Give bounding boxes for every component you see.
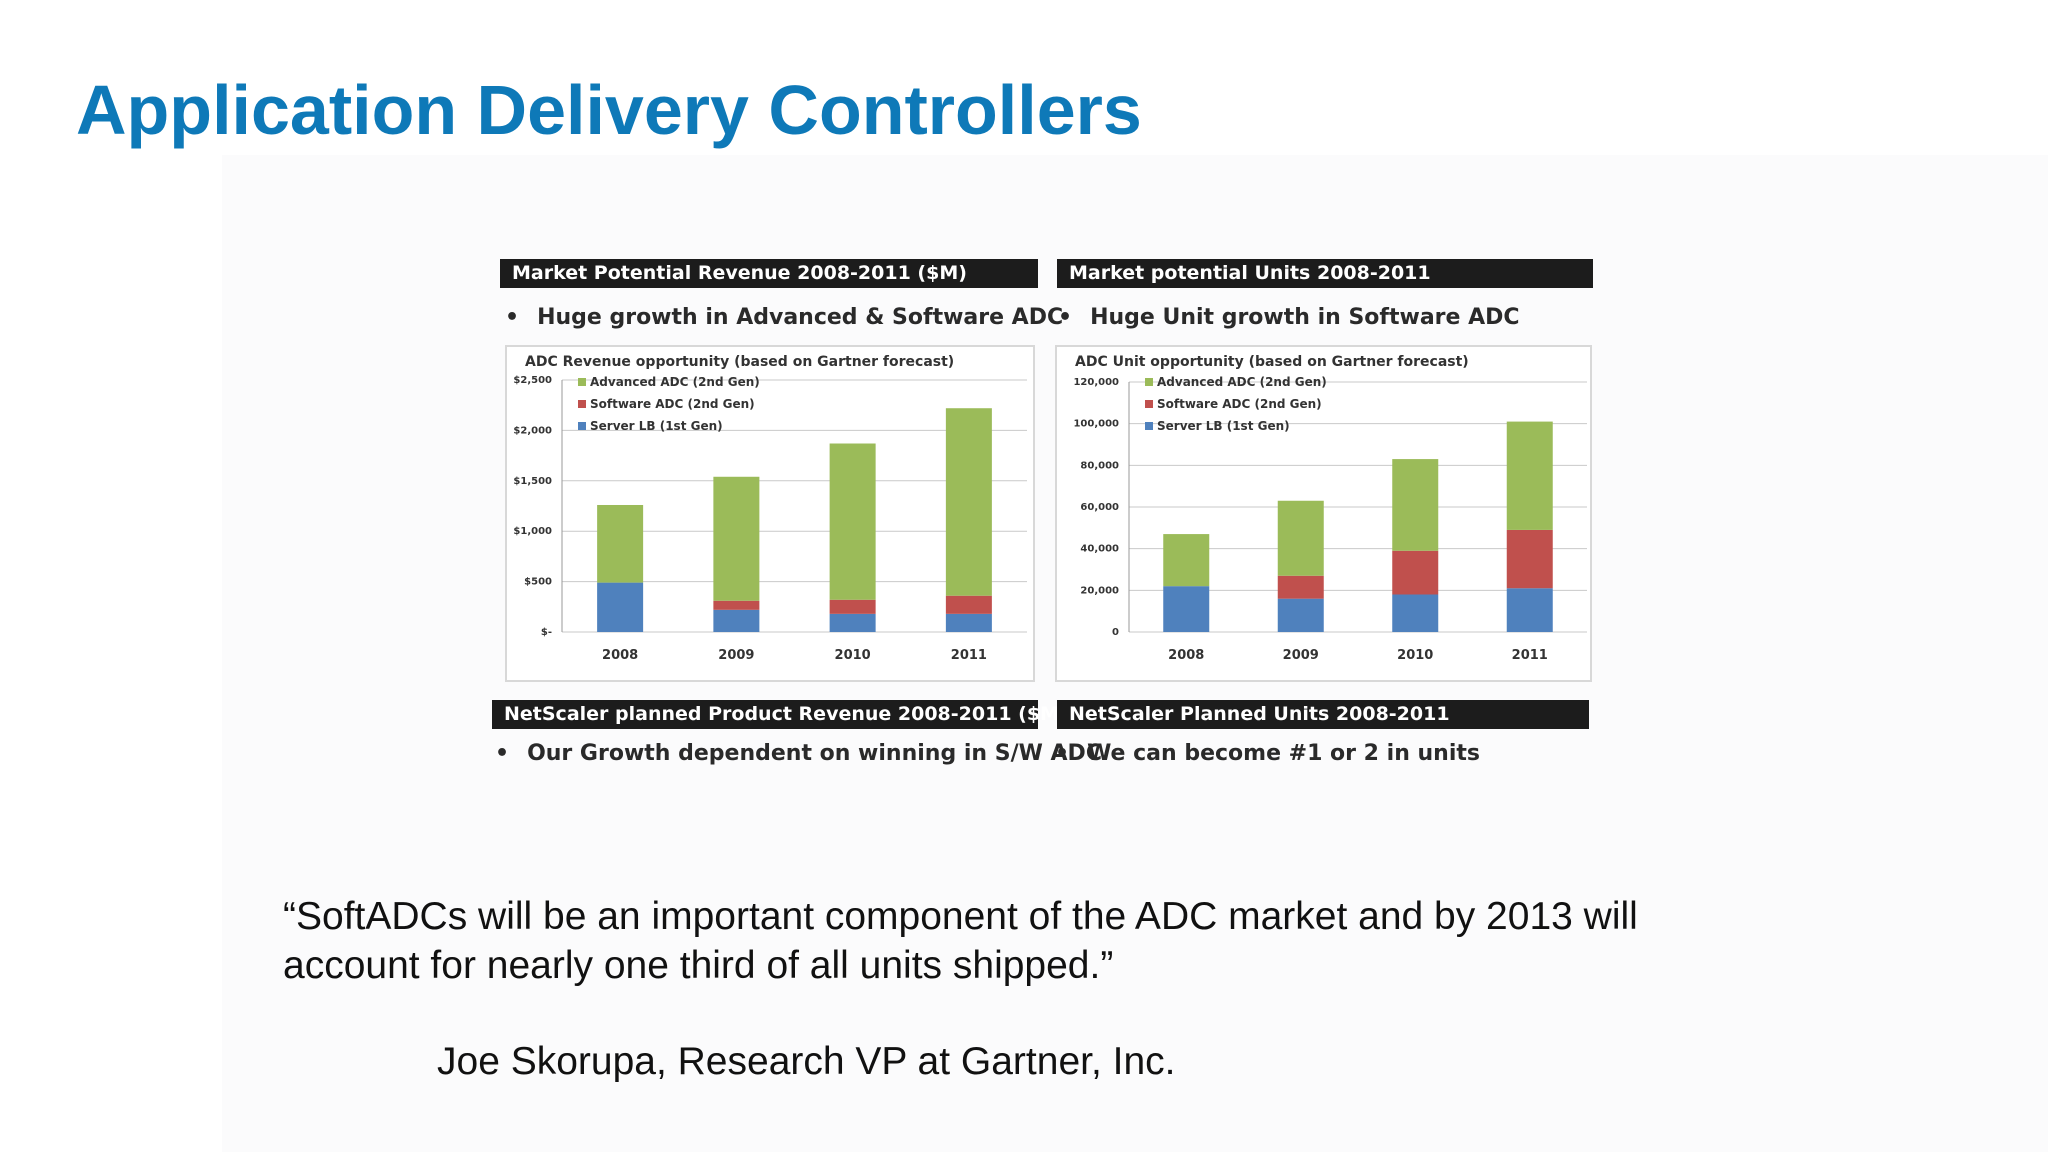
chart1-bar [1163, 534, 1210, 587]
chart0-bar [713, 609, 760, 632]
chart0-bar [713, 476, 760, 601]
chart0-bar [945, 408, 992, 596]
netscaler-revenue-bullet-text: Our Growth dependent on winning in S/W A… [527, 741, 1102, 766]
netscaler-units-bullet-text: We can become #1 or 2 in units [1087, 741, 1480, 766]
chart0-ytick-label: $1,000 [513, 526, 552, 537]
chart1-ytick-label: 120,000 [1073, 377, 1119, 388]
chart1-legend-swatch [1145, 400, 1153, 408]
netscaler-revenue-header: NetScaler planned Product Revenue 2008-2… [492, 700, 1068, 729]
chart0-xtick-label: 2009 [718, 648, 754, 663]
chart1-bar [1163, 586, 1210, 632]
chart0-bar [597, 504, 644, 583]
chart0-legend-swatch [578, 378, 586, 386]
chart1-ytick-label: 20,000 [1080, 585, 1119, 596]
chart0-legend-swatch [578, 422, 586, 430]
chart0-bar [945, 595, 992, 614]
chart1-bar [1277, 500, 1324, 576]
revenue-panel-bullet: • Huge growth in Advanced & Software ADC [505, 305, 1064, 330]
chart1-ytick-label: 0 [1112, 627, 1119, 638]
chart1-ytick-label: 100,000 [1073, 419, 1119, 430]
netscaler-units-bullet: • We can become #1 or 2 in units [1055, 741, 1480, 766]
netscaler-revenue-bullet: • Our Growth dependent on winning in S/W … [495, 741, 1102, 766]
chart0-legend-label: Server LB (1st Gen) [590, 419, 723, 433]
chart0-ytick-label: $1,500 [513, 476, 552, 487]
chart1-xtick-label: 2008 [1168, 648, 1204, 663]
chart1-legend-label: Advanced ADC (2nd Gen) [1157, 375, 1327, 389]
chart1-bar [1506, 588, 1553, 632]
chart1-legend-label: Software ADC (2nd Gen) [1157, 397, 1322, 411]
chart0-bar [829, 443, 876, 600]
chart0-bar [829, 613, 876, 632]
chart0-xtick-label: 2010 [835, 648, 871, 663]
chart1-bar [1277, 598, 1324, 632]
revenue-panel-header: Market Potential Revenue 2008-2011 ($M) [500, 259, 1038, 288]
chart1-legend-label: Server LB (1st Gen) [1157, 419, 1290, 433]
chart0-title: ADC Revenue opportunity (based on Gartne… [525, 354, 954, 370]
chart1-legend-swatch [1145, 422, 1153, 430]
chart1-legend-swatch [1145, 378, 1153, 386]
revenue-chart: ADC Revenue opportunity (based on Gartne… [505, 345, 1035, 682]
chart1-bar [1506, 421, 1553, 530]
chart1-bar [1392, 550, 1439, 595]
chart0-legend-label: Software ADC (2nd Gen) [590, 397, 755, 411]
chart0-legend-swatch [578, 400, 586, 408]
chart0-ytick-label: $2,000 [513, 425, 552, 436]
revenue-chart-svg: ADC Revenue opportunity (based on Gartne… [513, 354, 1027, 663]
units-panel-bullet: • Huge Unit growth in Software ADC [1058, 305, 1520, 330]
chart0-ytick-label: $2,500 [513, 375, 552, 386]
chart0-bar [597, 582, 644, 632]
chart1-ytick-label: 80,000 [1080, 460, 1119, 471]
units-bullet-text: Huge Unit growth in Software ADC [1090, 305, 1520, 330]
chart1-bar [1392, 459, 1439, 551]
chart1-xtick-label: 2010 [1397, 648, 1433, 663]
netscaler-units-header: NetScaler Planned Units 2008-2011 [1057, 700, 1589, 729]
chart1-bar [1506, 529, 1553, 589]
chart1-ytick-label: 40,000 [1080, 544, 1119, 555]
chart0-ytick-label: $500 [524, 577, 552, 588]
chart0-bar [713, 600, 760, 610]
chart1-title: ADC Unit opportunity (based on Gartner f… [1075, 354, 1469, 370]
chart1-bar [1277, 575, 1324, 599]
chart0-ytick-label: $- [541, 627, 552, 638]
slide-title: Application Delivery Controllers [76, 71, 1142, 149]
chart1-xtick-label: 2011 [1512, 648, 1548, 663]
quote-attribution: Joe Skorupa, Research VP at Gartner, Inc… [437, 1040, 1176, 1083]
units-chart-svg: ADC Unit opportunity (based on Gartner f… [1073, 354, 1587, 663]
chart0-xtick-label: 2011 [951, 648, 987, 663]
chart1-xtick-label: 2009 [1283, 648, 1319, 663]
revenue-bullet-text: Huge growth in Advanced & Software ADC [537, 305, 1064, 330]
chart1-ytick-label: 60,000 [1080, 502, 1119, 513]
chart0-legend-label: Advanced ADC (2nd Gen) [590, 375, 760, 389]
units-panel-header: Market potential Units 2008-2011 [1057, 259, 1593, 288]
chart0-bar [829, 599, 876, 614]
gartner-quote: “SoftADCs will be an important component… [283, 895, 1638, 987]
chart1-bar [1392, 594, 1439, 632]
units-chart: ADC Unit opportunity (based on Gartner f… [1055, 345, 1592, 682]
chart0-bar [945, 613, 992, 632]
chart0-xtick-label: 2008 [602, 648, 638, 663]
